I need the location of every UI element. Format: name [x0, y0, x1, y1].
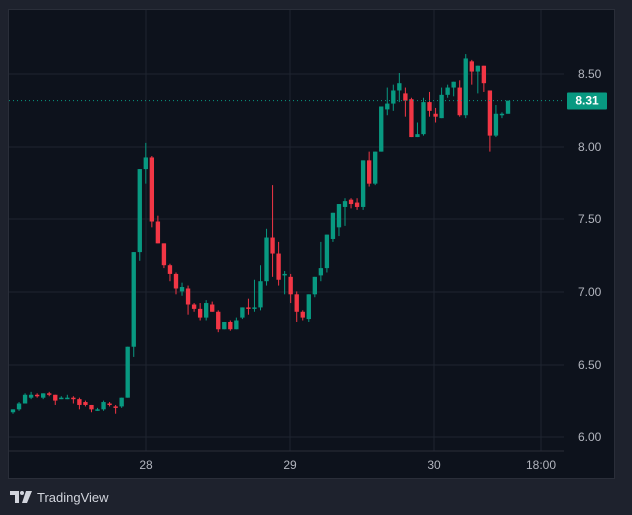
candle [113, 404, 118, 414]
candle [354, 198, 360, 210]
candle [342, 198, 348, 226]
candle [318, 241, 324, 282]
candle [203, 300, 209, 321]
candle [330, 212, 336, 242]
candle [445, 84, 450, 98]
candle [433, 107, 438, 123]
candle [288, 273, 293, 304]
candle [234, 317, 239, 330]
tradingview-logo[interactable]: TradingView [10, 488, 109, 506]
candle [95, 407, 100, 411]
candle [222, 321, 227, 330]
time-tick-label: 29 [283, 458, 297, 472]
candle [10, 409, 16, 414]
candle [306, 294, 311, 322]
candle [167, 263, 173, 282]
candle [185, 285, 191, 315]
candle [16, 402, 22, 411]
candle [493, 105, 499, 138]
candle [155, 215, 161, 244]
candle [294, 291, 299, 322]
price-tick-label: 6.50 [578, 358, 602, 372]
candle [173, 272, 179, 295]
candle [276, 241, 281, 286]
candle [475, 65, 480, 94]
candle [149, 155, 155, 228]
candle [125, 346, 130, 398]
candle [83, 400, 88, 407]
candle [34, 393, 40, 398]
tradingview-brand-text: TradingView [37, 489, 109, 505]
candle [373, 151, 378, 186]
candle [210, 301, 215, 312]
candle [53, 394, 58, 405]
candle [385, 87, 390, 116]
candle [409, 97, 414, 138]
candle [300, 310, 305, 321]
candle [360, 160, 366, 210]
candle [89, 404, 94, 413]
candle [457, 80, 462, 117]
price-tick-label: 8.50 [578, 67, 602, 81]
candle [481, 65, 487, 92]
candle [246, 298, 251, 315]
chart-frame [8, 9, 615, 479]
candle [427, 91, 432, 117]
candle [228, 320, 233, 331]
candle [421, 97, 426, 136]
candle [77, 397, 82, 410]
candle [28, 391, 34, 400]
candle [439, 87, 444, 119]
price-tick-label: 7.50 [578, 212, 602, 226]
candle [107, 402, 112, 407]
price-tick-label: 8.00 [578, 140, 602, 154]
candle [487, 90, 493, 152]
last-price-badge: 8.31 [567, 92, 607, 110]
candle [258, 265, 263, 311]
tradingview-logo-icon [10, 491, 32, 503]
candle [505, 100, 511, 114]
candle [469, 59, 474, 85]
candle [143, 142, 148, 184]
candle [463, 54, 468, 119]
candle [41, 393, 46, 400]
candle [264, 228, 269, 286]
candle [71, 396, 76, 404]
candle [47, 391, 52, 397]
candle [403, 87, 408, 117]
candle [252, 279, 257, 312]
candle [191, 303, 197, 312]
candle [137, 169, 142, 261]
time-tick-label: 28 [139, 458, 153, 472]
candle [179, 282, 185, 296]
candle [161, 243, 167, 269]
price-tick-label: 6.00 [578, 430, 602, 444]
candle [240, 307, 245, 320]
candle [324, 234, 330, 273]
candle [336, 204, 342, 237]
candle [101, 400, 106, 411]
candle [65, 394, 70, 400]
candle [22, 393, 28, 404]
price-tick-label: 7.00 [578, 285, 602, 299]
candle [366, 151, 372, 187]
candle [397, 73, 402, 103]
candle [197, 303, 203, 321]
candle [119, 397, 124, 408]
candle [415, 122, 420, 138]
candle [499, 112, 505, 119]
time-tick-label: 30 [427, 458, 441, 472]
candle [270, 185, 275, 277]
candle [131, 252, 136, 357]
time-tick-label: 18:00 [525, 458, 557, 472]
candle [379, 106, 384, 152]
candle [59, 396, 64, 400]
candle [312, 276, 318, 298]
candle [391, 84, 396, 111]
candle [282, 271, 287, 295]
candle [348, 198, 354, 209]
candle [216, 310, 221, 333]
candle [451, 81, 456, 97]
